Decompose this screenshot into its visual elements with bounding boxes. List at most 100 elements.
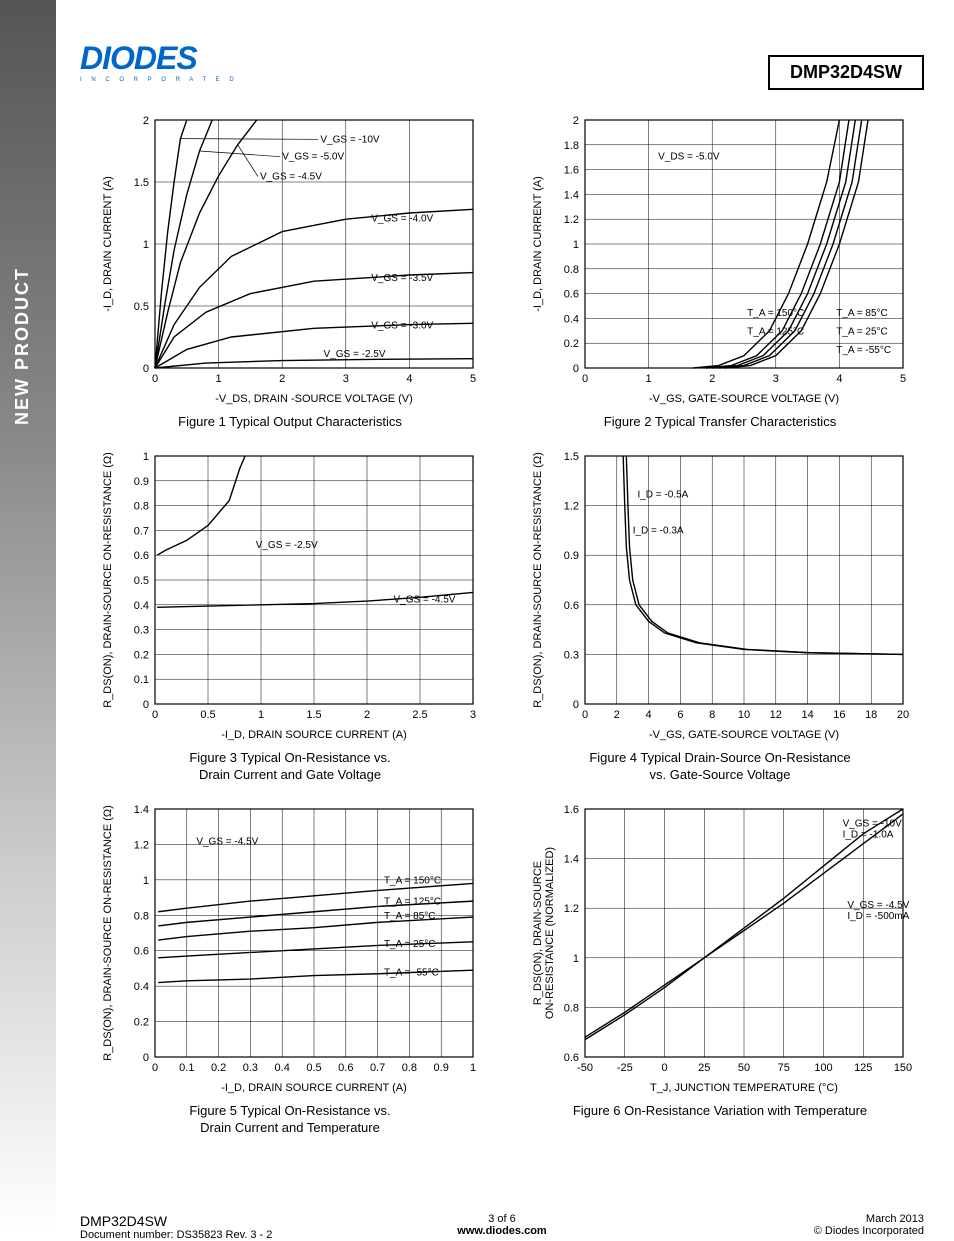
svg-text:0.2: 0.2 [564, 338, 579, 350]
svg-text:3: 3 [773, 373, 779, 385]
svg-text:0.6: 0.6 [134, 550, 149, 562]
svg-text:0.3: 0.3 [134, 624, 149, 636]
svg-text:0.9: 0.9 [134, 476, 149, 488]
svg-text:0.8: 0.8 [564, 1002, 579, 1014]
svg-text:0.6: 0.6 [564, 600, 579, 612]
footer-part: DMP32D4SW [80, 1213, 272, 1229]
svg-text:1.5: 1.5 [306, 709, 321, 721]
svg-text:V_GS = -4.5V: V_GS = -4.5V [260, 172, 322, 183]
svg-text:V_GS = -5.0V: V_GS = -5.0V [282, 152, 344, 163]
svg-text:0.5: 0.5 [200, 709, 215, 721]
svg-text:50: 50 [738, 1062, 750, 1074]
svg-text:-50: -50 [577, 1062, 593, 1074]
svg-text:0: 0 [143, 363, 149, 375]
svg-text:I_D = -0.3A: I_D = -0.3A [633, 526, 684, 537]
svg-text:1: 1 [646, 373, 652, 385]
svg-text:6: 6 [677, 709, 683, 721]
svg-text:1.2: 1.2 [564, 903, 579, 915]
figure-2: 01234500.20.40.60.811.21.41.61.82-V_GS, … [525, 110, 915, 431]
svg-text:3: 3 [343, 373, 349, 385]
svg-text:0: 0 [152, 709, 158, 721]
svg-text:V_GS = -10V: V_GS = -10V [320, 134, 380, 145]
fig3-caption: Figure 3 Typical On-Resistance vs.Drain … [95, 750, 485, 784]
footer-right: March 2013 © Diodes Incorporated [814, 1213, 924, 1237]
svg-text:1.5: 1.5 [134, 177, 149, 189]
svg-text:0.9: 0.9 [434, 1062, 449, 1074]
svg-text:4: 4 [646, 709, 652, 721]
svg-text:150: 150 [894, 1062, 912, 1074]
svg-text:-25: -25 [617, 1062, 633, 1074]
svg-text:1.4: 1.4 [564, 189, 579, 201]
svg-text:1.2: 1.2 [564, 500, 579, 512]
svg-text:125: 125 [854, 1062, 872, 1074]
figure-1: 01234500.511.52-V_DS, DRAIN -SOURCE VOLT… [95, 110, 485, 431]
svg-text:0.4: 0.4 [134, 600, 149, 612]
svg-text:2: 2 [709, 373, 715, 385]
svg-text:0.2: 0.2 [134, 1016, 149, 1028]
svg-text:T_A = 85°C: T_A = 85°C [384, 911, 436, 922]
svg-text:0.4: 0.4 [275, 1062, 290, 1074]
svg-text:3: 3 [470, 709, 476, 721]
footer-url: www.diodes.com [457, 1225, 546, 1237]
fig5-caption: Figure 5 Typical On-Resistance vs.Drain … [95, 1103, 485, 1137]
figure-3: 00.511.522.5300.10.20.30.40.50.60.70.80.… [95, 446, 485, 784]
svg-text:V_GS = -10VI_D = -1.0A: V_GS = -10VI_D = -1.0A [843, 818, 903, 840]
svg-text:4: 4 [406, 373, 412, 385]
svg-text:-V_GS, GATE-SOURCE VOLTAGE (V): -V_GS, GATE-SOURCE VOLTAGE (V) [649, 729, 839, 741]
svg-text:1: 1 [216, 373, 222, 385]
footer-copyright: © Diodes Incorporated [814, 1225, 924, 1237]
svg-text:2.5: 2.5 [412, 709, 427, 721]
sidebar: NEW PRODUCT [0, 0, 56, 1235]
svg-text:10: 10 [738, 709, 750, 721]
svg-text:0: 0 [152, 373, 158, 385]
svg-text:R_DS(ON), DRAIN-SOURCEON-RESIS: R_DS(ON), DRAIN-SOURCEON-RESISTANCE (NOR… [532, 847, 556, 1019]
svg-text:4: 4 [836, 373, 842, 385]
svg-text:0: 0 [573, 363, 579, 375]
svg-text:5: 5 [900, 373, 906, 385]
svg-text:1: 1 [573, 239, 579, 251]
svg-text:T_A = 150°C: T_A = 150°C [747, 308, 804, 319]
svg-text:20: 20 [897, 709, 909, 721]
footer-left: DMP32D4SW Document number: DS35823 Rev. … [80, 1213, 272, 1241]
svg-text:0: 0 [143, 1052, 149, 1064]
svg-text:14: 14 [801, 709, 813, 721]
svg-text:1.4: 1.4 [134, 804, 149, 816]
charts-area: 01234500.511.52-V_DS, DRAIN -SOURCE VOLT… [95, 110, 925, 1151]
fig2-caption: Figure 2 Typical Transfer Characteristic… [525, 414, 915, 431]
svg-text:0: 0 [582, 709, 588, 721]
svg-text:2: 2 [573, 115, 579, 127]
svg-text:0.1: 0.1 [179, 1062, 194, 1074]
svg-text:12: 12 [770, 709, 782, 721]
svg-text:0.6: 0.6 [338, 1062, 353, 1074]
svg-text:R_DS(ON), DRAIN-SOURCE ON-RESI: R_DS(ON), DRAIN-SOURCE ON-RESISTANCE (Ω) [102, 452, 114, 708]
svg-text:1: 1 [573, 952, 579, 964]
svg-text:T_A = 150°C: T_A = 150°C [384, 875, 441, 886]
svg-text:T_A = 25°C: T_A = 25°C [836, 327, 888, 338]
svg-text:I_D = -0.5A: I_D = -0.5A [637, 489, 688, 500]
svg-text:-I_D, DRAIN SOURCE CURRENT (A): -I_D, DRAIN SOURCE CURRENT (A) [221, 729, 407, 741]
svg-text:0: 0 [573, 699, 579, 711]
svg-text:0.8: 0.8 [564, 264, 579, 276]
svg-text:-I_D, DRAIN SOURCE CURRENT (A): -I_D, DRAIN SOURCE CURRENT (A) [221, 1082, 407, 1094]
svg-text:0.2: 0.2 [211, 1062, 226, 1074]
svg-text:1.4: 1.4 [564, 853, 579, 865]
svg-text:0.8: 0.8 [134, 500, 149, 512]
svg-text:T_A = 125°C: T_A = 125°C [747, 327, 804, 338]
svg-text:0.6: 0.6 [564, 289, 579, 301]
svg-text:0.3: 0.3 [243, 1062, 258, 1074]
svg-text:1: 1 [143, 451, 149, 463]
figure-4: 0246810121416182000.30.60.91.21.5-V_GS, … [525, 446, 915, 784]
svg-text:0.9: 0.9 [564, 550, 579, 562]
svg-text:T_A = -55°C: T_A = -55°C [384, 967, 439, 978]
logo-sub: I N C O R P O R A T E D [80, 77, 238, 83]
svg-text:2: 2 [364, 709, 370, 721]
svg-text:1: 1 [258, 709, 264, 721]
svg-text:0.6: 0.6 [134, 945, 149, 957]
svg-text:0.4: 0.4 [134, 981, 149, 993]
svg-text:0.6: 0.6 [564, 1052, 579, 1064]
svg-text:2: 2 [614, 709, 620, 721]
svg-text:-V_GS, GATE-SOURCE VOLTAGE (V): -V_GS, GATE-SOURCE VOLTAGE (V) [649, 393, 839, 405]
svg-text:V_GS = -2.5V: V_GS = -2.5V [324, 349, 386, 360]
svg-text:1.2: 1.2 [564, 214, 579, 226]
svg-text:1: 1 [143, 875, 149, 887]
